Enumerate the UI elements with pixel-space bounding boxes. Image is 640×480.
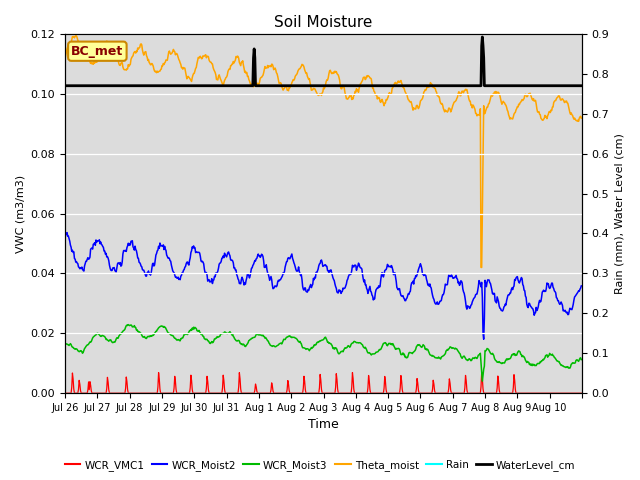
WCR_Moist2 [577, 283, 585, 289]
Rain [577, 390, 585, 396]
Theta_moist [218, 78, 225, 84]
WCR_Moist3 [218, 331, 225, 337]
Rain [122, 390, 129, 396]
WCR_Moist3 [122, 324, 129, 330]
Theta_moist [122, 67, 130, 73]
Line: WaterLevel_cm: WaterLevel_cm [65, 37, 581, 86]
WCR_Moist3 [479, 378, 486, 384]
Theta_moist [243, 70, 251, 75]
Theta_moist [377, 99, 385, 105]
WaterLevel_cm [405, 83, 413, 89]
Y-axis label: Rain (mm), Water Level (cm): Rain (mm), Water Level (cm) [615, 133, 625, 294]
WCR_Moist2 [243, 275, 251, 281]
WCR_VMC1 [262, 390, 269, 396]
WaterLevel_cm [262, 83, 269, 89]
Rain [243, 390, 250, 396]
Rain [262, 390, 269, 396]
WCR_VMC1 [577, 390, 585, 396]
WCR_Moist3 [61, 342, 69, 348]
WCR_Moist2 [63, 230, 71, 236]
Y-axis label: VWC (m3/m3): VWC (m3/m3) [15, 174, 25, 252]
WCR_Moist2 [377, 277, 385, 283]
X-axis label: Time: Time [308, 419, 339, 432]
Theta_moist [577, 115, 585, 121]
WCR_Moist2 [480, 336, 488, 342]
WaterLevel_cm [61, 83, 69, 89]
WaterLevel_cm [577, 83, 585, 89]
Line: WCR_VMC1: WCR_VMC1 [65, 372, 581, 393]
WCR_Moist2 [406, 289, 413, 295]
Theta_moist [72, 33, 79, 38]
Title: Soil Moisture: Soil Moisture [275, 15, 372, 30]
WCR_Moist2 [218, 258, 225, 264]
WCR_VMC1 [217, 390, 225, 396]
WCR_VMC1 [478, 370, 486, 375]
WCR_Moist3 [124, 322, 132, 327]
Line: Theta_moist: Theta_moist [65, 36, 581, 267]
WaterLevel_cm [122, 83, 129, 89]
WCR_Moist2 [61, 235, 69, 241]
WaterLevel_cm [243, 83, 250, 89]
Theta_moist [477, 264, 485, 270]
Theta_moist [406, 99, 413, 105]
WCR_VMC1 [376, 390, 384, 396]
WaterLevel_cm [479, 34, 486, 40]
WCR_Moist2 [122, 249, 130, 254]
Rain [61, 390, 69, 396]
Rain [405, 390, 413, 396]
WCR_Moist3 [406, 349, 413, 355]
WCR_Moist3 [377, 347, 385, 352]
Line: WCR_Moist3: WCR_Moist3 [65, 324, 581, 381]
WCR_Moist2 [262, 262, 270, 268]
WCR_VMC1 [243, 390, 250, 396]
Theta_moist [262, 65, 270, 71]
WCR_Moist3 [243, 342, 251, 348]
WaterLevel_cm [376, 83, 384, 89]
Rain [376, 390, 384, 396]
WCR_VMC1 [122, 385, 129, 391]
Theta_moist [61, 56, 69, 62]
Rain [217, 390, 225, 396]
WCR_Moist3 [262, 336, 270, 341]
WCR_Moist3 [577, 357, 585, 362]
Text: BC_met: BC_met [71, 45, 124, 58]
Legend: WCR_VMC1, WCR_Moist2, WCR_Moist3, Theta_moist, Rain, WaterLevel_cm: WCR_VMC1, WCR_Moist2, WCR_Moist3, Theta_… [60, 456, 580, 475]
WCR_VMC1 [405, 390, 413, 396]
Line: WCR_Moist2: WCR_Moist2 [65, 233, 581, 339]
WCR_VMC1 [61, 390, 69, 396]
WaterLevel_cm [217, 83, 225, 89]
